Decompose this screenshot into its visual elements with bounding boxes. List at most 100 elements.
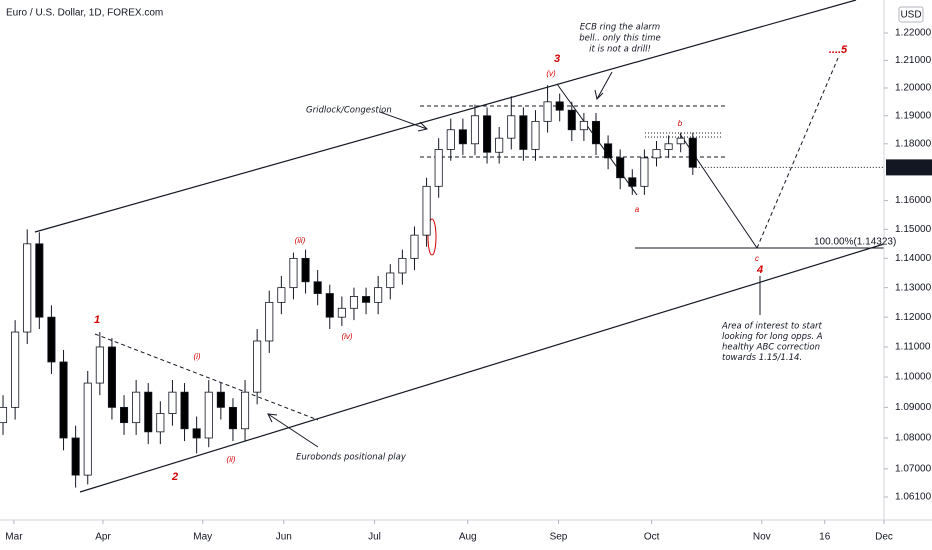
currency-box[interactable] <box>898 6 924 23</box>
annotation: bell.. only this time <box>579 34 661 44</box>
candle-body <box>325 293 334 318</box>
y-tick-label: 1.19000 <box>895 110 932 121</box>
channel-upper <box>34 0 857 233</box>
annotation: Area of interest to start <box>721 322 823 332</box>
chart-title: Euro / U.S. Dollar, 1D, FOREX.com <box>6 8 163 19</box>
candle-body <box>313 281 322 294</box>
wave-label: 3 <box>554 53 560 65</box>
candle-body <box>168 391 177 414</box>
last-price-label: 1.17165 <box>894 162 931 173</box>
y-tick-label: 1.20000 <box>895 83 932 94</box>
y-tick-label: 1.10000 <box>895 372 932 383</box>
y-tick-label: 1.11000 <box>895 342 931 353</box>
candle-body <box>652 149 661 159</box>
y-tick-label: 1.14000 <box>895 253 932 264</box>
annotation: Gridlock/Congestion <box>306 106 392 116</box>
candle-body <box>507 115 516 139</box>
candle-body <box>23 243 32 333</box>
candle-body <box>398 257 407 274</box>
candle-body <box>519 115 528 150</box>
channel-lower <box>79 243 885 493</box>
annotation: 100.00%(1.14323) <box>814 237 896 248</box>
y-tick-label: 1.09000 <box>895 402 932 413</box>
wave-label: (iv) <box>341 332 352 341</box>
candle-body <box>628 177 637 187</box>
candle-body <box>374 287 383 303</box>
drawings <box>34 0 885 493</box>
wave-label: a <box>635 205 640 214</box>
candle-body <box>241 391 250 430</box>
wave-label: b <box>678 119 683 128</box>
x-tick-label: Jun <box>276 532 292 543</box>
x-tick-label: Apr <box>95 532 111 543</box>
candle-body <box>579 120 588 131</box>
x-tick-label: Oct <box>644 532 660 543</box>
candle-body <box>144 391 153 433</box>
wave-label: (v) <box>546 69 556 78</box>
candle-body <box>555 101 564 111</box>
wave-label: ....5 <box>829 44 848 56</box>
y-tick-label: 1.12000 <box>895 312 932 323</box>
candle-body <box>410 234 419 259</box>
candle-body <box>83 382 92 476</box>
dashed-trend <box>94 333 319 421</box>
candle-body <box>301 257 310 283</box>
candle-body <box>277 287 286 303</box>
arrow-head <box>417 121 428 132</box>
candle-body <box>47 316 56 363</box>
candle-body <box>228 406 237 430</box>
x-tick-label: Jul <box>368 532 381 543</box>
candle-body <box>265 301 274 342</box>
arrow-head <box>594 89 604 100</box>
annotation: healthy ABC correction <box>722 343 820 353</box>
arrow <box>596 71 613 100</box>
annotation: it is not a drill! <box>589 45 651 55</box>
candle-body <box>458 129 467 145</box>
x-tick-label: Mar <box>5 532 23 543</box>
candle-body <box>386 272 395 289</box>
annotation: Eurobonds positional play <box>296 453 407 463</box>
candle-body <box>0 406 8 424</box>
candle-body <box>495 137 504 153</box>
highlight-ellipse <box>427 218 437 256</box>
candle-body <box>567 109 576 131</box>
candle-body <box>470 115 480 145</box>
y-tick-label: 1.07000 <box>895 464 932 475</box>
candle-body <box>180 391 189 430</box>
candle-body <box>253 340 262 393</box>
y-tick-label: 1.13000 <box>895 282 932 293</box>
candle-body <box>531 120 540 150</box>
candle-body <box>616 157 625 179</box>
arrow-head <box>267 413 278 423</box>
y-tick-label: 1.16000 <box>895 195 932 206</box>
currency: USD <box>900 10 921 21</box>
y-tick-label: 1.18000 <box>895 138 932 149</box>
y-tick-label: 1.15000 <box>895 224 932 235</box>
candle-body <box>483 115 492 153</box>
candle-body <box>446 129 455 150</box>
candle-body <box>11 331 20 408</box>
arrow <box>267 413 319 448</box>
y-tick-label: 1.22000 <box>895 28 932 39</box>
x-tick-label: Nov <box>753 532 771 543</box>
annotation: looking for long opps. A <box>722 332 823 342</box>
candle-body <box>216 391 225 408</box>
candle-body <box>640 157 649 187</box>
x-tick-label: Aug <box>459 532 477 543</box>
y-tick-label: 1.08000 <box>895 433 932 444</box>
wave-label: (i) <box>193 352 200 361</box>
last-price-box <box>886 159 932 176</box>
candle-body <box>543 101 552 122</box>
wave-label: 2 <box>171 471 178 483</box>
candle-body <box>204 391 213 439</box>
candle-body <box>192 428 201 439</box>
x-tick-label: Dec <box>875 532 893 543</box>
candle-body <box>107 346 116 408</box>
candle-body <box>604 143 613 159</box>
annotation: towards 1.15/1.14. <box>722 353 802 363</box>
candle-body <box>289 257 298 289</box>
wave-label: c <box>755 254 759 263</box>
x-tick-label: 16 <box>819 532 831 543</box>
